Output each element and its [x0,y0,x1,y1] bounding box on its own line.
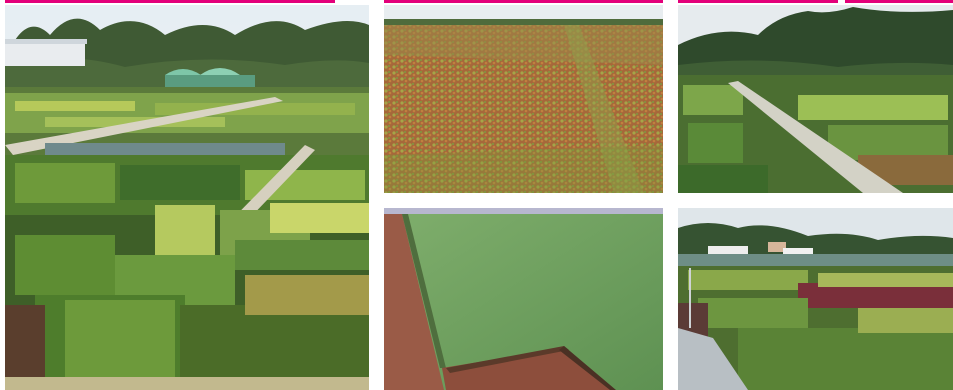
accent-bar [5,0,335,3]
photo-nursery-path [678,5,953,193]
photo-plant-nursery [5,5,369,390]
accent-bar [678,0,838,3]
photo-nursery-greenhouses [678,208,953,390]
accent-bar [845,0,953,3]
photo-sedum-field [384,5,663,193]
photo-turf-roll [384,208,663,390]
accent-bar [384,0,663,3]
